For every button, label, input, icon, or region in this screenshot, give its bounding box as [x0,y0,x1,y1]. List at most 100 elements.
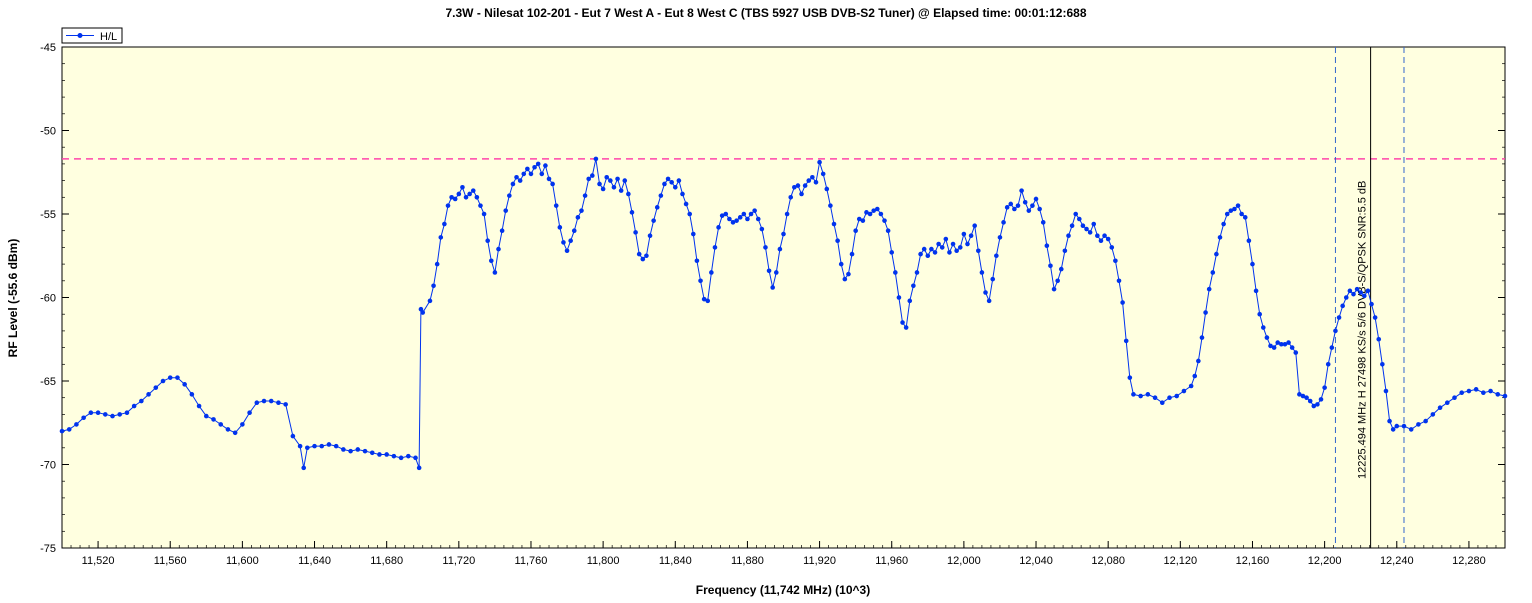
data-point [1001,220,1006,225]
data-point [1452,395,1457,401]
data-point [507,193,512,198]
legend[interactable]: H/L [61,27,123,44]
data-point [1257,311,1262,317]
data-point [994,253,999,259]
data-point [1300,393,1306,399]
data-point [406,453,411,459]
data-point [1502,393,1508,399]
data-point [434,261,440,267]
data-point [691,231,696,237]
data-point [1268,343,1273,349]
data-point [1354,286,1360,292]
data-point [1232,206,1237,212]
data-point [204,413,209,419]
data-point [474,195,480,200]
data-point [312,443,317,449]
data-point [1430,412,1436,417]
data-point [719,213,725,218]
data-point [824,186,830,192]
data-point [976,248,981,254]
data-point [654,205,660,210]
data-point [1087,230,1093,235]
x-tick-label: 12,040 [1019,555,1053,567]
data-point [781,231,786,237]
data-point [1380,362,1385,367]
data-point [755,216,761,222]
data-point [1008,201,1014,207]
data-point [622,178,628,183]
data-point [456,191,462,197]
data-point [582,193,588,198]
data-point [167,375,173,380]
data-point [680,191,685,197]
y-tick-label: -60 [40,293,56,305]
data-point [795,183,801,188]
data-point [979,270,985,275]
data-point [694,258,700,264]
data-point [745,216,750,222]
data-point [1282,341,1288,347]
data-point [1383,388,1389,394]
data-point [290,433,296,439]
data-point [1293,350,1299,355]
data-point [741,211,747,217]
data-point [496,246,501,252]
data-point [348,448,353,454]
data-point [759,226,765,232]
data-point [532,164,537,170]
data-point [723,211,729,217]
data-point [748,211,754,217]
data-point [1080,223,1086,228]
data-point [1271,345,1277,350]
data-point [633,230,638,235]
data-point [1040,220,1046,225]
data-point [1495,392,1501,397]
data-point [828,203,833,208]
data-point [701,296,707,302]
data-point [499,228,505,233]
data-point [485,238,490,244]
data-point [1347,288,1353,294]
data-point [651,218,656,223]
series-line-hl [61,158,1506,468]
data-point [874,206,880,212]
data-point [1401,423,1407,429]
data-point [211,417,216,422]
data-point [492,270,498,275]
data-point [1131,392,1136,397]
data-point [1084,226,1089,232]
data-point [784,211,790,217]
data-point [1138,393,1143,399]
data-point [488,258,494,264]
data-point [1203,310,1208,315]
data-point [792,184,797,190]
data-point [687,211,693,217]
data-point [853,228,858,233]
data-point [1120,300,1125,305]
x-tick-label: 11,880 [731,555,764,567]
data-point [1315,402,1320,407]
data-point [514,174,519,180]
data-point [283,402,288,407]
data-point [983,290,988,295]
data-point [1048,263,1053,269]
data-point [1026,208,1032,213]
data-point [1307,398,1313,404]
data-point [734,218,739,223]
data-point [593,156,599,162]
data-point [384,452,389,457]
data-point [1174,393,1180,399]
data-point [911,283,916,289]
data-point [1336,315,1342,320]
data-point [1297,392,1302,397]
data-point [1390,427,1396,432]
data-point [261,398,267,404]
data-point [276,400,281,406]
data-point [907,298,913,304]
data-point [626,191,631,197]
data-point [528,171,534,177]
data-point [665,176,671,182]
data-point [611,184,617,190]
x-tick-label: 12,200 [1308,555,1342,567]
data-point [799,191,804,197]
